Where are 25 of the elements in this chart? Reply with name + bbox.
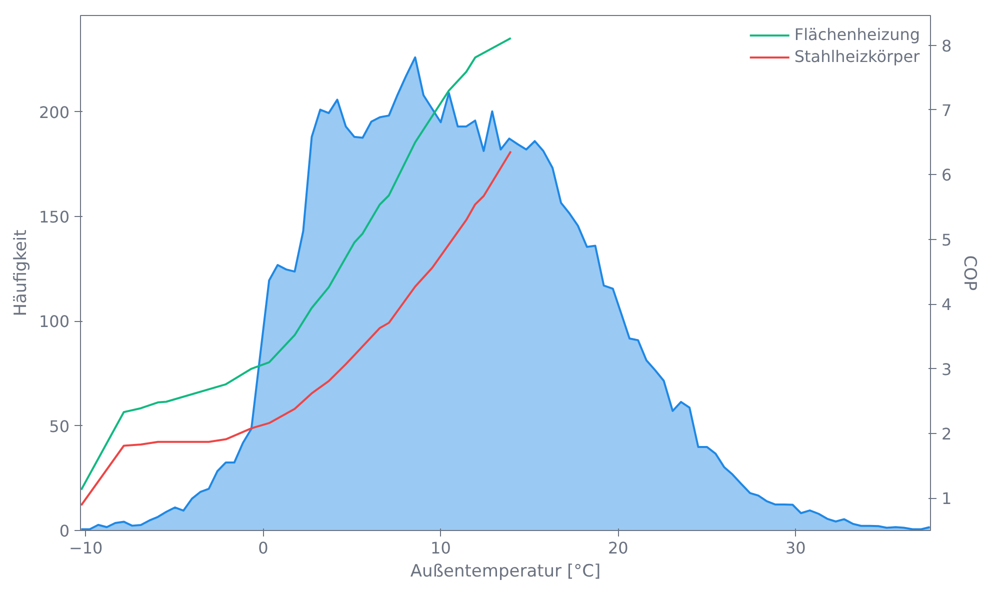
line-series [80,37,512,491]
y-tick-label: 200 [38,102,70,122]
x-tick-label: 20 [608,538,628,558]
x-tick-label: 30 [785,538,806,558]
legend-label: Flächenheizung [794,25,920,44]
y-tick-label: 0 [59,522,70,540]
x-tick-label: 0 [258,538,268,558]
line-series [80,150,512,506]
y2-tick-label: 2 [942,424,952,444]
legend-label: Stahlheizkörper [794,47,920,66]
y2-tick-label: 8 [942,36,952,56]
y2-axis-title: COP [960,255,980,291]
x-axis-title: Außentemperatur [°C] [410,562,601,582]
x-tick-label: −10 [68,538,103,558]
y2-tick-label: 7 [942,100,952,120]
y2-tick-label: 3 [942,360,952,379]
y2-tick-label: 1 [942,489,952,508]
y-tick-label: 150 [38,207,70,226]
y2-tick-label: 4 [942,295,952,314]
y2-tick-label: 6 [942,166,952,185]
y-axis-title: Häufigkeit [10,229,31,316]
y2-tick-label: 5 [942,230,952,250]
x-tick-label: 10 [430,538,451,558]
y-tick-label: 50 [49,416,70,436]
y-tick-label: 100 [38,312,70,332]
